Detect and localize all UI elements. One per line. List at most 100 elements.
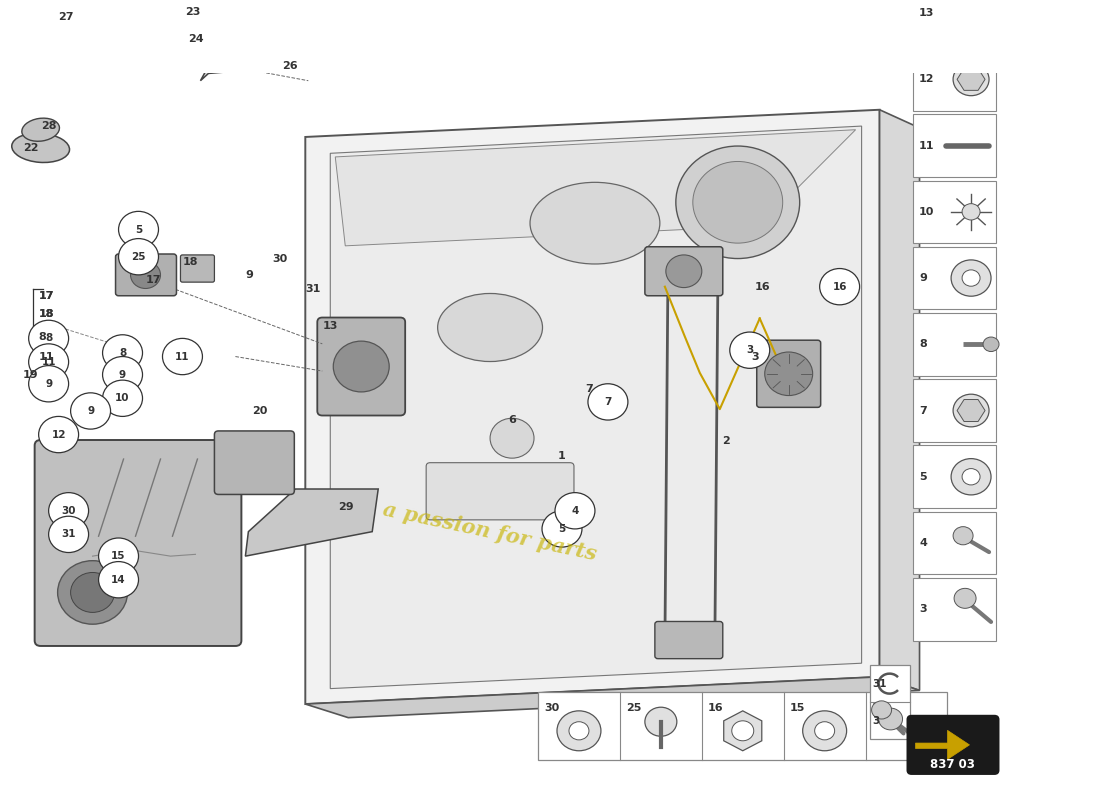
Text: 29: 29 — [339, 502, 354, 512]
Text: 9: 9 — [245, 270, 253, 280]
Circle shape — [102, 357, 143, 393]
Text: 17: 17 — [39, 290, 54, 301]
Text: 12: 12 — [918, 74, 935, 84]
Text: 3: 3 — [918, 604, 926, 614]
Text: 8: 8 — [39, 331, 46, 342]
Text: 18: 18 — [39, 309, 54, 319]
FancyBboxPatch shape — [913, 0, 996, 45]
Text: 4: 4 — [571, 506, 579, 516]
Text: 8: 8 — [119, 348, 126, 358]
Text: 13: 13 — [918, 8, 934, 18]
Circle shape — [29, 366, 68, 402]
Circle shape — [962, 270, 980, 286]
Text: 4: 4 — [918, 538, 927, 548]
Text: 23: 23 — [186, 6, 201, 17]
FancyBboxPatch shape — [116, 254, 176, 296]
Text: 5: 5 — [559, 524, 565, 534]
Polygon shape — [306, 677, 920, 718]
Polygon shape — [330, 126, 861, 689]
Circle shape — [542, 510, 582, 547]
Circle shape — [99, 562, 139, 598]
Ellipse shape — [438, 294, 542, 362]
FancyBboxPatch shape — [913, 512, 996, 574]
Text: 11: 11 — [42, 357, 56, 367]
Text: 24: 24 — [188, 34, 205, 44]
Text: LAMBORGHINI: LAMBORGHINI — [747, 122, 992, 151]
Ellipse shape — [12, 134, 69, 162]
Text: 8: 8 — [45, 334, 53, 343]
FancyBboxPatch shape — [913, 446, 996, 508]
Circle shape — [48, 493, 89, 529]
Circle shape — [962, 204, 980, 220]
Circle shape — [983, 337, 999, 351]
Text: 8: 8 — [918, 339, 927, 350]
Text: 31: 31 — [62, 530, 76, 539]
FancyBboxPatch shape — [913, 114, 996, 177]
Text: 31: 31 — [306, 284, 321, 294]
Polygon shape — [957, 68, 986, 90]
Polygon shape — [336, 130, 856, 246]
Circle shape — [953, 526, 974, 545]
Text: 11: 11 — [918, 141, 935, 150]
Circle shape — [871, 701, 892, 719]
Polygon shape — [306, 110, 880, 704]
Text: 6: 6 — [508, 415, 516, 425]
Text: 16: 16 — [707, 703, 724, 713]
Circle shape — [119, 238, 158, 275]
Polygon shape — [45, 18, 153, 48]
Text: a passion for parts: a passion for parts — [382, 499, 598, 564]
Circle shape — [962, 469, 980, 485]
Circle shape — [39, 417, 78, 453]
Text: 22: 22 — [23, 143, 38, 153]
Circle shape — [491, 418, 534, 458]
Text: 17: 17 — [39, 290, 54, 301]
Circle shape — [820, 269, 859, 305]
Circle shape — [70, 393, 111, 429]
Text: 28: 28 — [41, 121, 56, 131]
Polygon shape — [200, 57, 322, 81]
Text: 16: 16 — [833, 282, 847, 292]
Text: 13: 13 — [322, 321, 338, 330]
FancyBboxPatch shape — [913, 313, 996, 375]
Text: 15: 15 — [790, 703, 805, 713]
Text: 12: 12 — [52, 430, 66, 439]
Text: 31: 31 — [872, 678, 887, 689]
Text: 25: 25 — [131, 252, 146, 262]
Circle shape — [729, 332, 770, 368]
Ellipse shape — [22, 118, 59, 142]
Text: 30: 30 — [62, 506, 76, 516]
Circle shape — [70, 573, 114, 612]
Circle shape — [954, 588, 976, 608]
FancyBboxPatch shape — [426, 462, 574, 520]
Polygon shape — [724, 711, 762, 750]
Circle shape — [102, 334, 143, 371]
Text: 25: 25 — [626, 703, 641, 713]
FancyBboxPatch shape — [870, 665, 910, 739]
Text: 11: 11 — [175, 351, 189, 362]
Circle shape — [803, 711, 847, 750]
Circle shape — [732, 721, 754, 741]
Text: 9: 9 — [918, 273, 927, 283]
Circle shape — [333, 341, 389, 392]
Circle shape — [119, 211, 158, 248]
Text: 10: 10 — [918, 207, 934, 217]
Text: 26: 26 — [283, 61, 298, 71]
FancyBboxPatch shape — [757, 340, 821, 407]
FancyBboxPatch shape — [908, 716, 999, 774]
FancyBboxPatch shape — [913, 246, 996, 310]
FancyBboxPatch shape — [913, 578, 996, 641]
Text: 9: 9 — [87, 406, 95, 416]
Text: 3: 3 — [872, 716, 880, 726]
Circle shape — [952, 260, 991, 296]
Ellipse shape — [530, 182, 660, 264]
Text: 837 03: 837 03 — [931, 758, 975, 771]
Text: 15: 15 — [111, 551, 125, 561]
Circle shape — [693, 162, 783, 243]
FancyBboxPatch shape — [214, 431, 295, 494]
Text: 18: 18 — [39, 309, 54, 319]
Circle shape — [764, 352, 813, 395]
Circle shape — [675, 146, 800, 258]
Text: 14: 14 — [871, 703, 888, 713]
Text: 7: 7 — [585, 384, 593, 394]
Text: 7: 7 — [604, 397, 612, 407]
